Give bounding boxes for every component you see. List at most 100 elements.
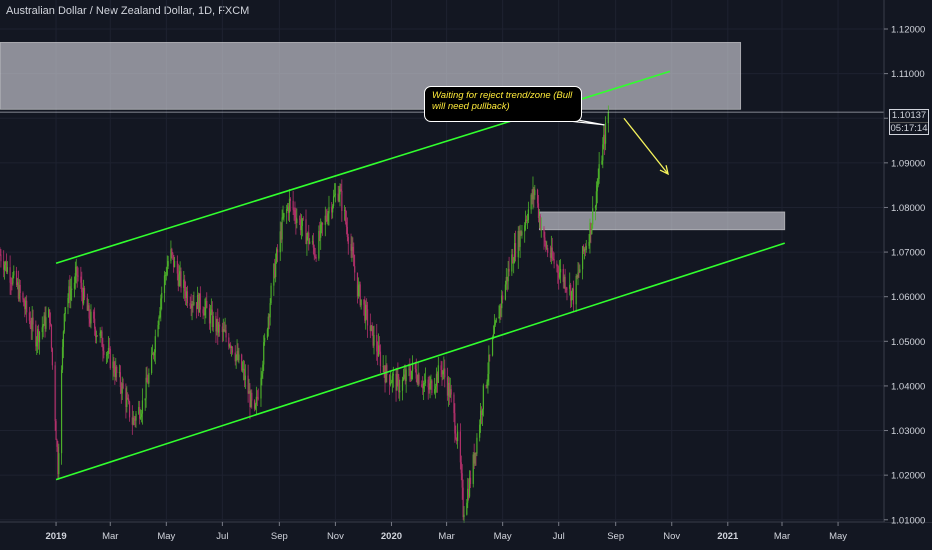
candle-body	[216, 318, 218, 332]
candle-body	[42, 325, 44, 328]
candle-body	[73, 282, 76, 289]
y-tick-label: 1.05000	[891, 337, 925, 348]
candle-body	[64, 307, 66, 314]
candle-body	[289, 198, 291, 201]
candle-body	[134, 419, 136, 421]
candle-body	[434, 388, 436, 393]
candle-body	[177, 273, 179, 286]
candle-body	[598, 164, 600, 179]
candle-body	[105, 354, 108, 356]
candle-body	[120, 386, 122, 394]
candle-body	[511, 254, 513, 272]
candle-body	[83, 287, 86, 298]
candle-body	[109, 348, 111, 369]
candle-body	[247, 375, 249, 394]
candle-body	[372, 326, 374, 346]
candle-body	[595, 191, 597, 206]
candle-body	[56, 439, 58, 447]
candle-body	[36, 341, 38, 347]
candle-body	[28, 312, 31, 321]
candle-body	[193, 302, 195, 305]
candle-body	[198, 293, 201, 313]
candle-body	[532, 188, 534, 200]
current-price-label: 1.10137	[890, 110, 928, 123]
candle-body	[305, 219, 307, 244]
candle-body	[0, 254, 2, 262]
candle-body	[173, 254, 175, 268]
candle-body	[145, 377, 147, 399]
candle-body	[30, 327, 32, 330]
candle-body	[482, 385, 484, 410]
candle-body	[229, 345, 231, 347]
candle-body	[206, 301, 208, 309]
candle-body	[287, 206, 290, 213]
candle-body	[0, 254, 1, 256]
candle-body	[67, 297, 69, 308]
y-tick-label: 1.12000	[891, 25, 925, 36]
candle-body	[6, 267, 8, 272]
candle-body	[279, 231, 281, 253]
candle-body	[144, 398, 146, 401]
candle-body	[495, 318, 497, 323]
candle-body	[564, 276, 566, 289]
candle-body	[331, 207, 333, 213]
candle-body	[544, 237, 546, 243]
candle-body	[440, 365, 442, 370]
candle-body	[491, 337, 494, 356]
candle-body	[140, 413, 143, 417]
candle-body	[416, 378, 418, 384]
candle-body	[50, 324, 53, 349]
candle-body	[22, 293, 24, 300]
candle-body	[257, 397, 259, 399]
candle-body	[590, 222, 592, 235]
candle-body	[205, 301, 207, 308]
candle-body	[81, 282, 83, 293]
candle-body	[299, 219, 302, 231]
candle-body	[113, 361, 115, 373]
candle-body	[539, 215, 541, 229]
candle-body	[5, 261, 8, 272]
candle-body	[340, 189, 342, 191]
candle-body	[197, 294, 200, 313]
candle-body	[151, 354, 153, 374]
candle-body	[428, 387, 430, 390]
candle-body	[345, 221, 348, 227]
zones-layer	[0, 41, 786, 231]
candle-body	[505, 276, 507, 285]
candle-body	[190, 306, 192, 309]
candle-body	[41, 327, 43, 333]
candle-body	[70, 290, 72, 300]
candle-body	[315, 256, 317, 259]
candle-body	[112, 361, 114, 369]
candle-body	[461, 473, 463, 488]
candle-body	[54, 365, 56, 422]
candle-body	[219, 324, 221, 327]
candle-body	[12, 275, 14, 284]
candle-body	[173, 260, 176, 268]
candle-body	[251, 392, 253, 401]
candle-body	[88, 305, 90, 319]
candle-body	[389, 382, 392, 385]
candle-body	[74, 273, 76, 283]
candle-body	[319, 230, 321, 238]
candle-body	[343, 209, 346, 211]
candle-body	[86, 297, 88, 311]
candle-body	[131, 417, 133, 425]
candle-body	[178, 274, 180, 286]
candle-body	[469, 477, 472, 484]
forecast-arrow-shaft	[623, 117, 669, 175]
candle-body	[29, 320, 31, 328]
candle-body	[566, 288, 568, 290]
candle-body	[121, 383, 123, 394]
candle-body	[4, 261, 7, 265]
candle-body	[559, 272, 561, 278]
candle-body	[318, 230, 320, 259]
candle-body	[43, 315, 45, 326]
candle-body	[99, 332, 101, 336]
candle-body	[275, 261, 277, 277]
candle-body	[418, 374, 420, 385]
candle-body	[339, 189, 341, 195]
candle-body	[430, 380, 432, 384]
candle-body	[236, 351, 238, 356]
